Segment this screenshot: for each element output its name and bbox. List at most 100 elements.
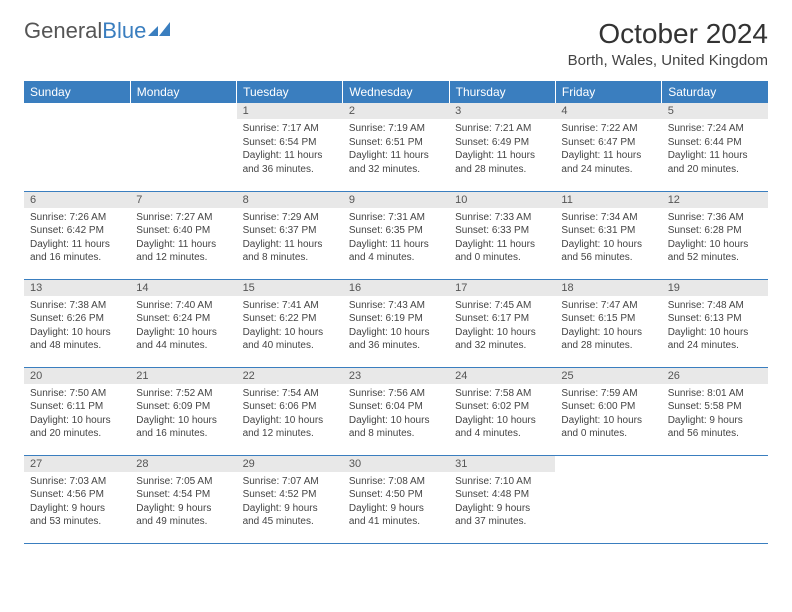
sunset-text: Sunset: 6:42 PM xyxy=(30,224,124,238)
calendar-cell: 4Sunrise: 7:22 AMSunset: 6:47 PMDaylight… xyxy=(555,103,661,191)
sunrise-text: Sunrise: 7:58 AM xyxy=(455,387,549,401)
calendar-cell: 16Sunrise: 7:43 AMSunset: 6:19 PMDayligh… xyxy=(343,279,449,367)
day-info: Sunrise: 7:17 AMSunset: 6:54 PMDaylight:… xyxy=(237,119,343,180)
daylight-text: Daylight: 10 hours and 4 minutes. xyxy=(455,414,549,441)
day-number: 13 xyxy=(24,280,130,296)
calendar-row: 13 Sunrise: 7:38 AMSunset: 6:26 PM Dayligh… xyxy=(24,279,768,367)
calendar-cell: 27Sunrise: 7:03 AMSunset: 4:56 PMDayligh… xyxy=(24,455,130,543)
day-number: 5 xyxy=(662,103,768,119)
daylight-text: Daylight: 10 hours and 36 minutes. xyxy=(349,326,443,353)
sunrise-text: Sunrise: 7:22 AM xyxy=(561,122,655,136)
daylight-text: Daylight: 10 hours and 44 minutes. xyxy=(136,326,230,353)
sunrise-text: Sunrise: 7:40 AM xyxy=(136,299,230,313)
sunrise-text: Sunrise: 7:45 AM xyxy=(455,299,549,313)
day-info: Sunrise: 7:05 AMSunset: 4:54 PMDaylight:… xyxy=(130,472,236,533)
daylight-text: Daylight: 11 hours and 32 minutes. xyxy=(349,149,443,176)
sunset-text: Sunset: 6:33 PM xyxy=(455,224,549,238)
sunrise-text: Sunrise: 7:41 AM xyxy=(243,299,337,313)
calendar-cell: 15Sunrise: 7:41 AMSunset: 6:22 PMDayligh… xyxy=(237,279,343,367)
sunrise-text: Sunrise: 7:38 AM xyxy=(30,299,124,313)
calendar-cell: 30Sunrise: 7:08 AMSunset: 4:50 PMDayligh… xyxy=(343,455,449,543)
sunset-text: Sunset: 6:24 PM xyxy=(136,312,230,326)
day-number: 31 xyxy=(449,456,555,472)
location: Borth, Wales, United Kingdom xyxy=(568,52,768,69)
sunrise-text: Sunrise: 7:52 AM xyxy=(136,387,230,401)
daylight-text: Daylight: 10 hours and 28 minutes. xyxy=(561,326,655,353)
sunset-text: Sunset: 6:44 PM xyxy=(668,136,762,150)
sunset-text: Sunset: 4:56 PM xyxy=(30,488,124,502)
daylight-text: Daylight: 9 hours and 56 minutes. xyxy=(668,414,762,441)
daylight-text: Daylight: 10 hours and 12 minutes. xyxy=(243,414,337,441)
sunrise-text: Sunrise: 7:08 AM xyxy=(349,475,443,489)
day-info: Sunrise: 7:47 AMSunset: 6:15 PMDaylight:… xyxy=(555,296,661,357)
day-info: Sunrise: 7:40 AMSunset: 6:24 PMDaylight:… xyxy=(130,296,236,357)
calendar-row: 1Sunrise: 7:17 AMSunset: 6:54 PMDaylight… xyxy=(24,103,768,191)
day-number: 11 xyxy=(555,192,661,208)
day-info: Sunrise: 7:58 AMSunset: 6:02 PMDaylight:… xyxy=(449,384,555,445)
sunrise-text: Sunrise: 7:34 AM xyxy=(561,211,655,225)
daylight-text: Daylight: 10 hours and 52 minutes. xyxy=(668,238,762,265)
sunset-text: Sunset: 6:06 PM xyxy=(243,400,337,414)
calendar-cell: 29Sunrise: 7:07 AMSunset: 4:52 PMDayligh… xyxy=(237,455,343,543)
sunrise-text: Sunrise: 7:50 AM xyxy=(30,387,124,401)
sunset-text: Sunset: 6:15 PM xyxy=(561,312,655,326)
sunset-text: Sunset: 6:04 PM xyxy=(349,400,443,414)
daylight-text: Daylight: 9 hours and 45 minutes. xyxy=(243,502,337,529)
calendar-cell-empty xyxy=(555,455,661,543)
calendar-cell: 9Sunrise: 7:31 AMSunset: 6:35 PMDaylight… xyxy=(343,191,449,279)
daylight-text: Daylight: 10 hours and 32 minutes. xyxy=(455,326,549,353)
day-number: 9 xyxy=(343,192,449,208)
day-info: Sunrise: 7:31 AMSunset: 6:35 PMDaylight:… xyxy=(343,208,449,269)
day-number: 30 xyxy=(343,456,449,472)
day-info: Sunrise: 7:59 AMSunset: 6:00 PMDaylight:… xyxy=(555,384,661,445)
sunset-text: Sunset: 6:00 PM xyxy=(561,400,655,414)
sunset-text: Sunset: 6:31 PM xyxy=(561,224,655,238)
day-info: Sunrise: 7:24 AMSunset: 6:44 PMDaylight:… xyxy=(662,119,768,180)
calendar-row: 20Sunrise: 7:50 AMSunset: 6:11 PMDayligh… xyxy=(24,367,768,455)
day-number: 20 xyxy=(24,368,130,384)
sunset-text: Sunset: 6:37 PM xyxy=(243,224,337,238)
sunset-text: Sunset: 6:02 PM xyxy=(455,400,549,414)
calendar-cell: 21Sunrise: 7:52 AMSunset: 6:09 PMDayligh… xyxy=(130,367,236,455)
daylight-text: Daylight: 11 hours and 24 minutes. xyxy=(561,149,655,176)
day-info: Sunrise: 8:01 AMSunset: 5:58 PMDaylight:… xyxy=(662,384,768,445)
calendar-cell: 23Sunrise: 7:56 AMSunset: 6:04 PMDayligh… xyxy=(343,367,449,455)
calendar-cell: 2Sunrise: 7:19 AMSunset: 6:51 PMDaylight… xyxy=(343,103,449,191)
calendar-cell: 11Sunrise: 7:34 AMSunset: 6:31 PMDayligh… xyxy=(555,191,661,279)
calendar-cell: 7Sunrise: 7:27 AMSunset: 6:40 PMDaylight… xyxy=(130,191,236,279)
daylight-text: Daylight: 9 hours and 37 minutes. xyxy=(455,502,549,529)
day-number: 2 xyxy=(343,103,449,119)
calendar-cell: 10Sunrise: 7:33 AMSunset: 6:33 PMDayligh… xyxy=(449,191,555,279)
day-info: Sunrise: 7:26 AMSunset: 6:42 PMDaylight:… xyxy=(24,208,130,269)
day-info: Sunrise: 7:03 AMSunset: 4:56 PMDaylight:… xyxy=(24,472,130,533)
day-info: Sunrise: 7:36 AMSunset: 6:28 PMDaylight:… xyxy=(662,208,768,269)
daylight-text: Daylight: 11 hours and 20 minutes. xyxy=(668,149,762,176)
daylight-text: Daylight: 10 hours and 20 minutes. xyxy=(30,414,124,441)
weekday-header: Thursday xyxy=(449,81,555,103)
weekday-header: Friday xyxy=(555,81,661,103)
month-title: October 2024 xyxy=(568,18,768,50)
day-number: 16 xyxy=(343,280,449,296)
daylight-text: Daylight: 11 hours and 0 minutes. xyxy=(455,238,549,265)
sunrise-text: Sunrise: 7:48 AM xyxy=(668,299,762,313)
sunset-text: Sunset: 6:26 PM xyxy=(30,312,124,326)
calendar-cell: 6Sunrise: 7:26 AMSunset: 6:42 PMDaylight… xyxy=(24,191,130,279)
calendar-cell: 28Sunrise: 7:05 AMSunset: 4:54 PMDayligh… xyxy=(130,455,236,543)
sunrise-text: Sunrise: 7:19 AM xyxy=(349,122,443,136)
sunset-text: Sunset: 4:50 PM xyxy=(349,488,443,502)
day-info: Sunrise: 7:19 AMSunset: 6:51 PMDaylight:… xyxy=(343,119,449,180)
calendar-cell: 13Sunrise: 7:38 AMSunset: 6:26 PMDayligh… xyxy=(24,279,130,367)
daylight-text: Daylight: 10 hours and 8 minutes. xyxy=(349,414,443,441)
calendar-cell: 17Sunrise: 7:45 AMSunset: 6:17 PMDayligh… xyxy=(449,279,555,367)
day-info: Sunrise: 7:29 AMSunset: 6:37 PMDaylight:… xyxy=(237,208,343,269)
day-number: 17 xyxy=(449,280,555,296)
sunrise-text: Sunrise: 7:26 AM xyxy=(30,211,124,225)
day-info: Sunrise: 7:52 AMSunset: 6:09 PMDaylight:… xyxy=(130,384,236,445)
sunrise-text: Sunrise: 7:36 AM xyxy=(668,211,762,225)
weekday-header: Tuesday xyxy=(237,81,343,103)
sunrise-text: Sunrise: 7:10 AM xyxy=(455,475,549,489)
sunrise-text: Sunrise: 7:54 AM xyxy=(243,387,337,401)
day-info: Sunrise: 7:43 AMSunset: 6:19 PMDaylight:… xyxy=(343,296,449,357)
sunset-text: Sunset: 4:48 PM xyxy=(455,488,549,502)
day-info: Sunrise: 7:45 AMSunset: 6:17 PMDaylight:… xyxy=(449,296,555,357)
